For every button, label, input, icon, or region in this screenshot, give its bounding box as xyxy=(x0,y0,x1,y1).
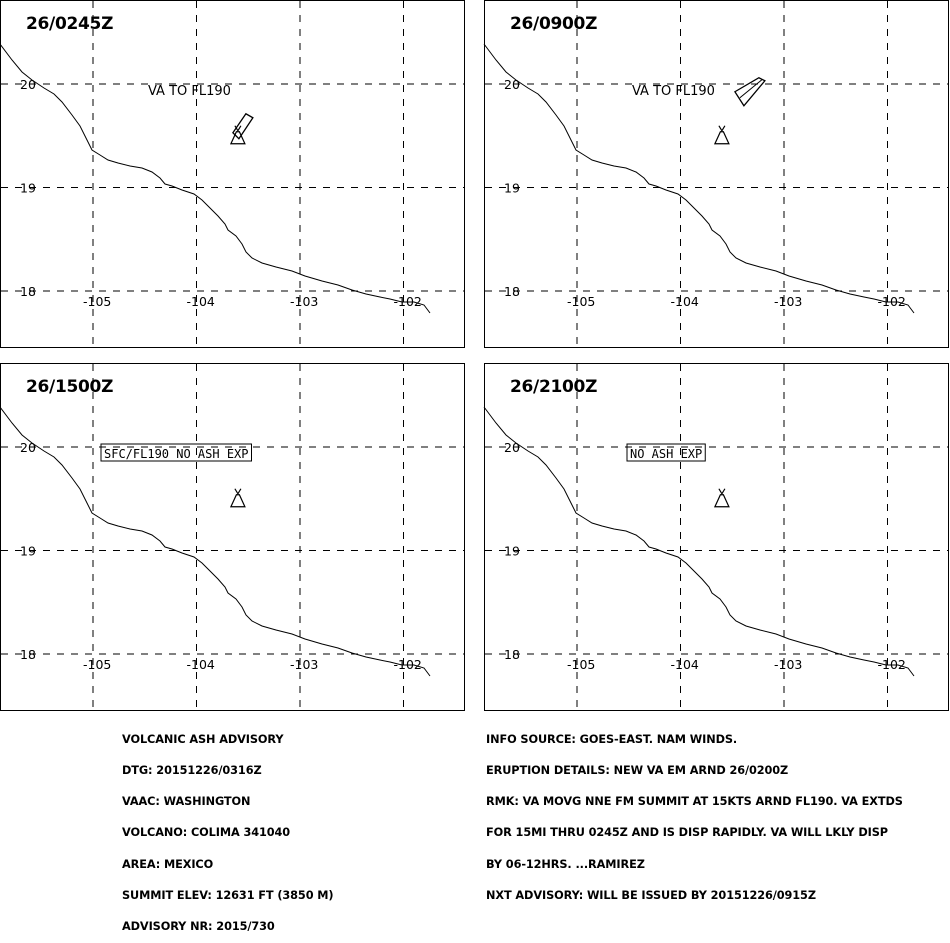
advisory-number: ADVISORY NR: 2015/730 xyxy=(122,920,275,934)
lon-tick-label: -105 xyxy=(83,657,111,672)
lon-tick-label: -103 xyxy=(774,294,802,309)
advisory-summit-elev: SUMMIT ELEV: 12631 FT (3850 M) xyxy=(122,888,334,902)
panel-time: 26/0245Z xyxy=(26,14,114,34)
lat-tick-label: 19 xyxy=(20,544,36,559)
lon-tick-label: -103 xyxy=(774,657,802,672)
lon-tick-label: -105 xyxy=(567,294,595,309)
forecast-panel-0245z: -105 -104 -103 -102 20 19 18 VA TO FL190 26/024… xyxy=(0,0,465,348)
lat-tick-label: 18 xyxy=(20,284,36,299)
advisory-details: INFO SOURCE: GOES-EAST. NAM WINDS. ERUPT… xyxy=(486,714,903,912)
advisory-area: AREA: MEXICO xyxy=(122,857,214,871)
ash-forecast-area xyxy=(733,77,766,107)
remarks-line-1: RMK: VA MOVG NNE FM SUMMIT AT 15KTS ARND… xyxy=(486,795,903,809)
panel-time: 26/0900Z xyxy=(510,14,598,34)
lon-tick-label: -105 xyxy=(83,294,111,309)
volcano-icon xyxy=(713,125,730,145)
ash-map: -105 -104 -103 -102 20 19 18 NO ASH EXP xyxy=(483,363,949,711)
svg-text:SFC/FL190 NO ASH EXP: SFC/FL190 NO ASH EXP xyxy=(104,447,249,461)
lat-tick-label: 18 xyxy=(20,647,36,662)
lon-tick-label: -102 xyxy=(394,657,422,672)
advisory-dtg: DTG: 20151226/0316Z xyxy=(122,764,262,778)
lon-tick-label: -102 xyxy=(878,294,906,309)
lat-tick-label: 20 xyxy=(504,440,520,455)
ash-status-label: NO ASH EXP xyxy=(626,443,706,462)
ash-level-label: VA TO FL190 xyxy=(148,84,231,99)
lon-tick-label: -102 xyxy=(394,294,422,309)
eruption-details: ERUPTION DETAILS: NEW VA EM ARND 26/0200… xyxy=(486,764,789,778)
panel-time: 26/2100Z xyxy=(510,377,598,397)
advisory-vaac: VAAC: WASHINGTON xyxy=(122,795,251,809)
info-source: INFO SOURCE: GOES-EAST. NAM WINDS. xyxy=(486,732,738,746)
ash-plume-area xyxy=(232,112,254,140)
lon-tick-label: -104 xyxy=(671,294,699,309)
ash-map: -105 -104 -103 -102 20 19 18 VA TO FL190 xyxy=(483,0,949,348)
advisory-header: VOLCANIC ASH ADVISORY DTG: 20151226/0316… xyxy=(122,714,334,943)
ash-level-label: VA TO FL190 xyxy=(632,84,715,99)
advisory-volcano: VOLCANO: COLIMA 341040 xyxy=(122,826,291,840)
coastline xyxy=(483,406,915,677)
lon-tick-label: -105 xyxy=(567,657,595,672)
lat-tick-label: 18 xyxy=(504,284,520,299)
lon-tick-label: -104 xyxy=(187,294,215,309)
ash-map: -105 -104 -103 -102 20 19 18 VA TO FL190 xyxy=(0,0,465,348)
lat-tick-label: 18 xyxy=(504,647,520,662)
next-advisory: NXT ADVISORY: WILL BE ISSUED BY 20151226… xyxy=(486,888,816,902)
lon-tick-label: -103 xyxy=(290,294,318,309)
remarks-line-2: FOR 15MI THRU 0245Z AND IS DISP RAPIDLY.… xyxy=(486,826,888,840)
panel-frame xyxy=(484,363,949,711)
ash-map: -105 -104 -103 -102 20 19 18 SFC/FL190 NO ASH E… xyxy=(0,363,465,711)
lon-tick-label: -104 xyxy=(671,657,699,672)
lat-tick-label: 20 xyxy=(20,77,36,92)
panel-frame xyxy=(0,0,465,348)
ash-status-label: SFC/FL190 NO ASH EXP xyxy=(100,443,252,462)
lat-tick-label: 19 xyxy=(504,181,520,196)
panel-frame xyxy=(0,363,465,711)
lat-tick-label: 19 xyxy=(20,181,36,196)
lon-tick-label: -102 xyxy=(878,657,906,672)
volcano-icon xyxy=(713,488,730,508)
lat-tick-label: 19 xyxy=(504,544,520,559)
forecast-panel-1500z: -105 -104 -103 -102 20 19 18 SFC/FL190 NO ASH E… xyxy=(0,363,465,711)
panel-time: 26/1500Z xyxy=(26,377,114,397)
advisory-title: VOLCANIC ASH ADVISORY xyxy=(122,732,284,746)
lon-tick-label: -104 xyxy=(187,657,215,672)
coastline xyxy=(0,43,431,314)
lon-tick-label: -103 xyxy=(290,657,318,672)
svg-text:NO ASH EXP: NO ASH EXP xyxy=(630,447,702,461)
forecast-panel-0900z: -105 -104 -103 -102 20 19 18 VA TO FL190 26/090… xyxy=(483,0,949,348)
lat-tick-label: 20 xyxy=(20,440,36,455)
volcano-icon xyxy=(229,125,246,145)
panel-frame xyxy=(484,0,949,348)
coastline xyxy=(483,43,915,314)
volcano-icon xyxy=(229,488,246,508)
remarks-line-3: BY 06-12HRS. ...RAMIREZ xyxy=(486,857,645,871)
lat-tick-label: 20 xyxy=(504,77,520,92)
coastline xyxy=(0,406,431,677)
forecast-panel-2100z: -105 -104 -103 -102 20 19 18 NO ASH EXP 26/2100… xyxy=(483,363,949,711)
